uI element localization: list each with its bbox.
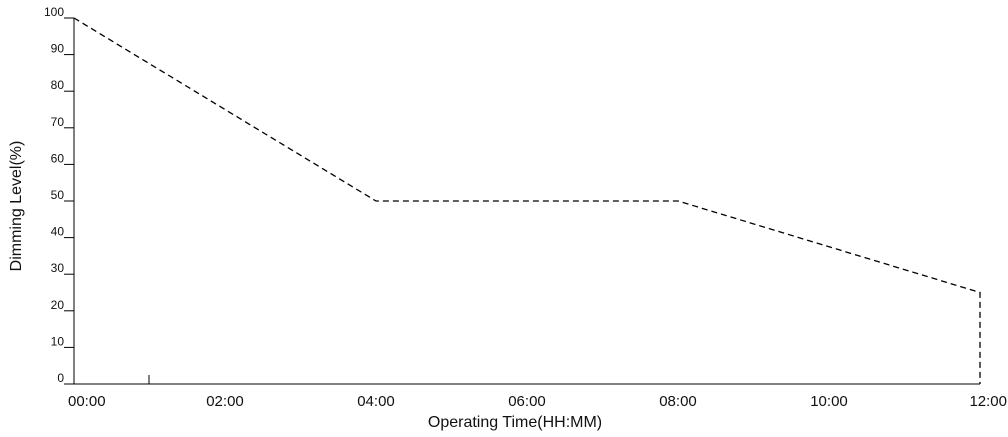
y-tick-label: 80 [51,78,65,92]
y-tick-label: 30 [51,261,65,275]
x-tick-label: 04:00 [357,393,395,410]
x-tick-label: 06:00 [508,393,546,410]
y-tick-label: 50 [51,188,65,202]
x-tick-label: 00:00 [68,393,106,410]
y-tick-label: 100 [44,5,64,19]
x-axis-ticks: 00:00 02:00 04:00 06:00 08:00 10:00 12:00 [68,393,1007,410]
y-tick-label: 0 [57,371,64,385]
y-tick-label: 60 [51,151,65,165]
x-axis-title: Operating Time(HH:MM) [428,414,602,431]
x-tick-label: 08:00 [659,393,697,410]
y-axis-ticks: 0 10 20 30 40 50 60 70 80 90 100 [44,5,74,385]
y-tick-label: 10 [51,334,65,348]
y-tick-label: 40 [51,225,65,239]
y-axis-title: Dimming Level(%) [8,141,25,272]
y-tick-label: 70 [51,115,65,129]
y-tick-label: 20 [51,298,65,312]
x-tick-label: 10:00 [810,393,848,410]
y-tick-label: 90 [51,42,65,56]
x-tick-label: 02:00 [206,393,244,410]
x-tick-label: 12:00 [969,393,1007,410]
dimming-series-line [73,17,981,384]
